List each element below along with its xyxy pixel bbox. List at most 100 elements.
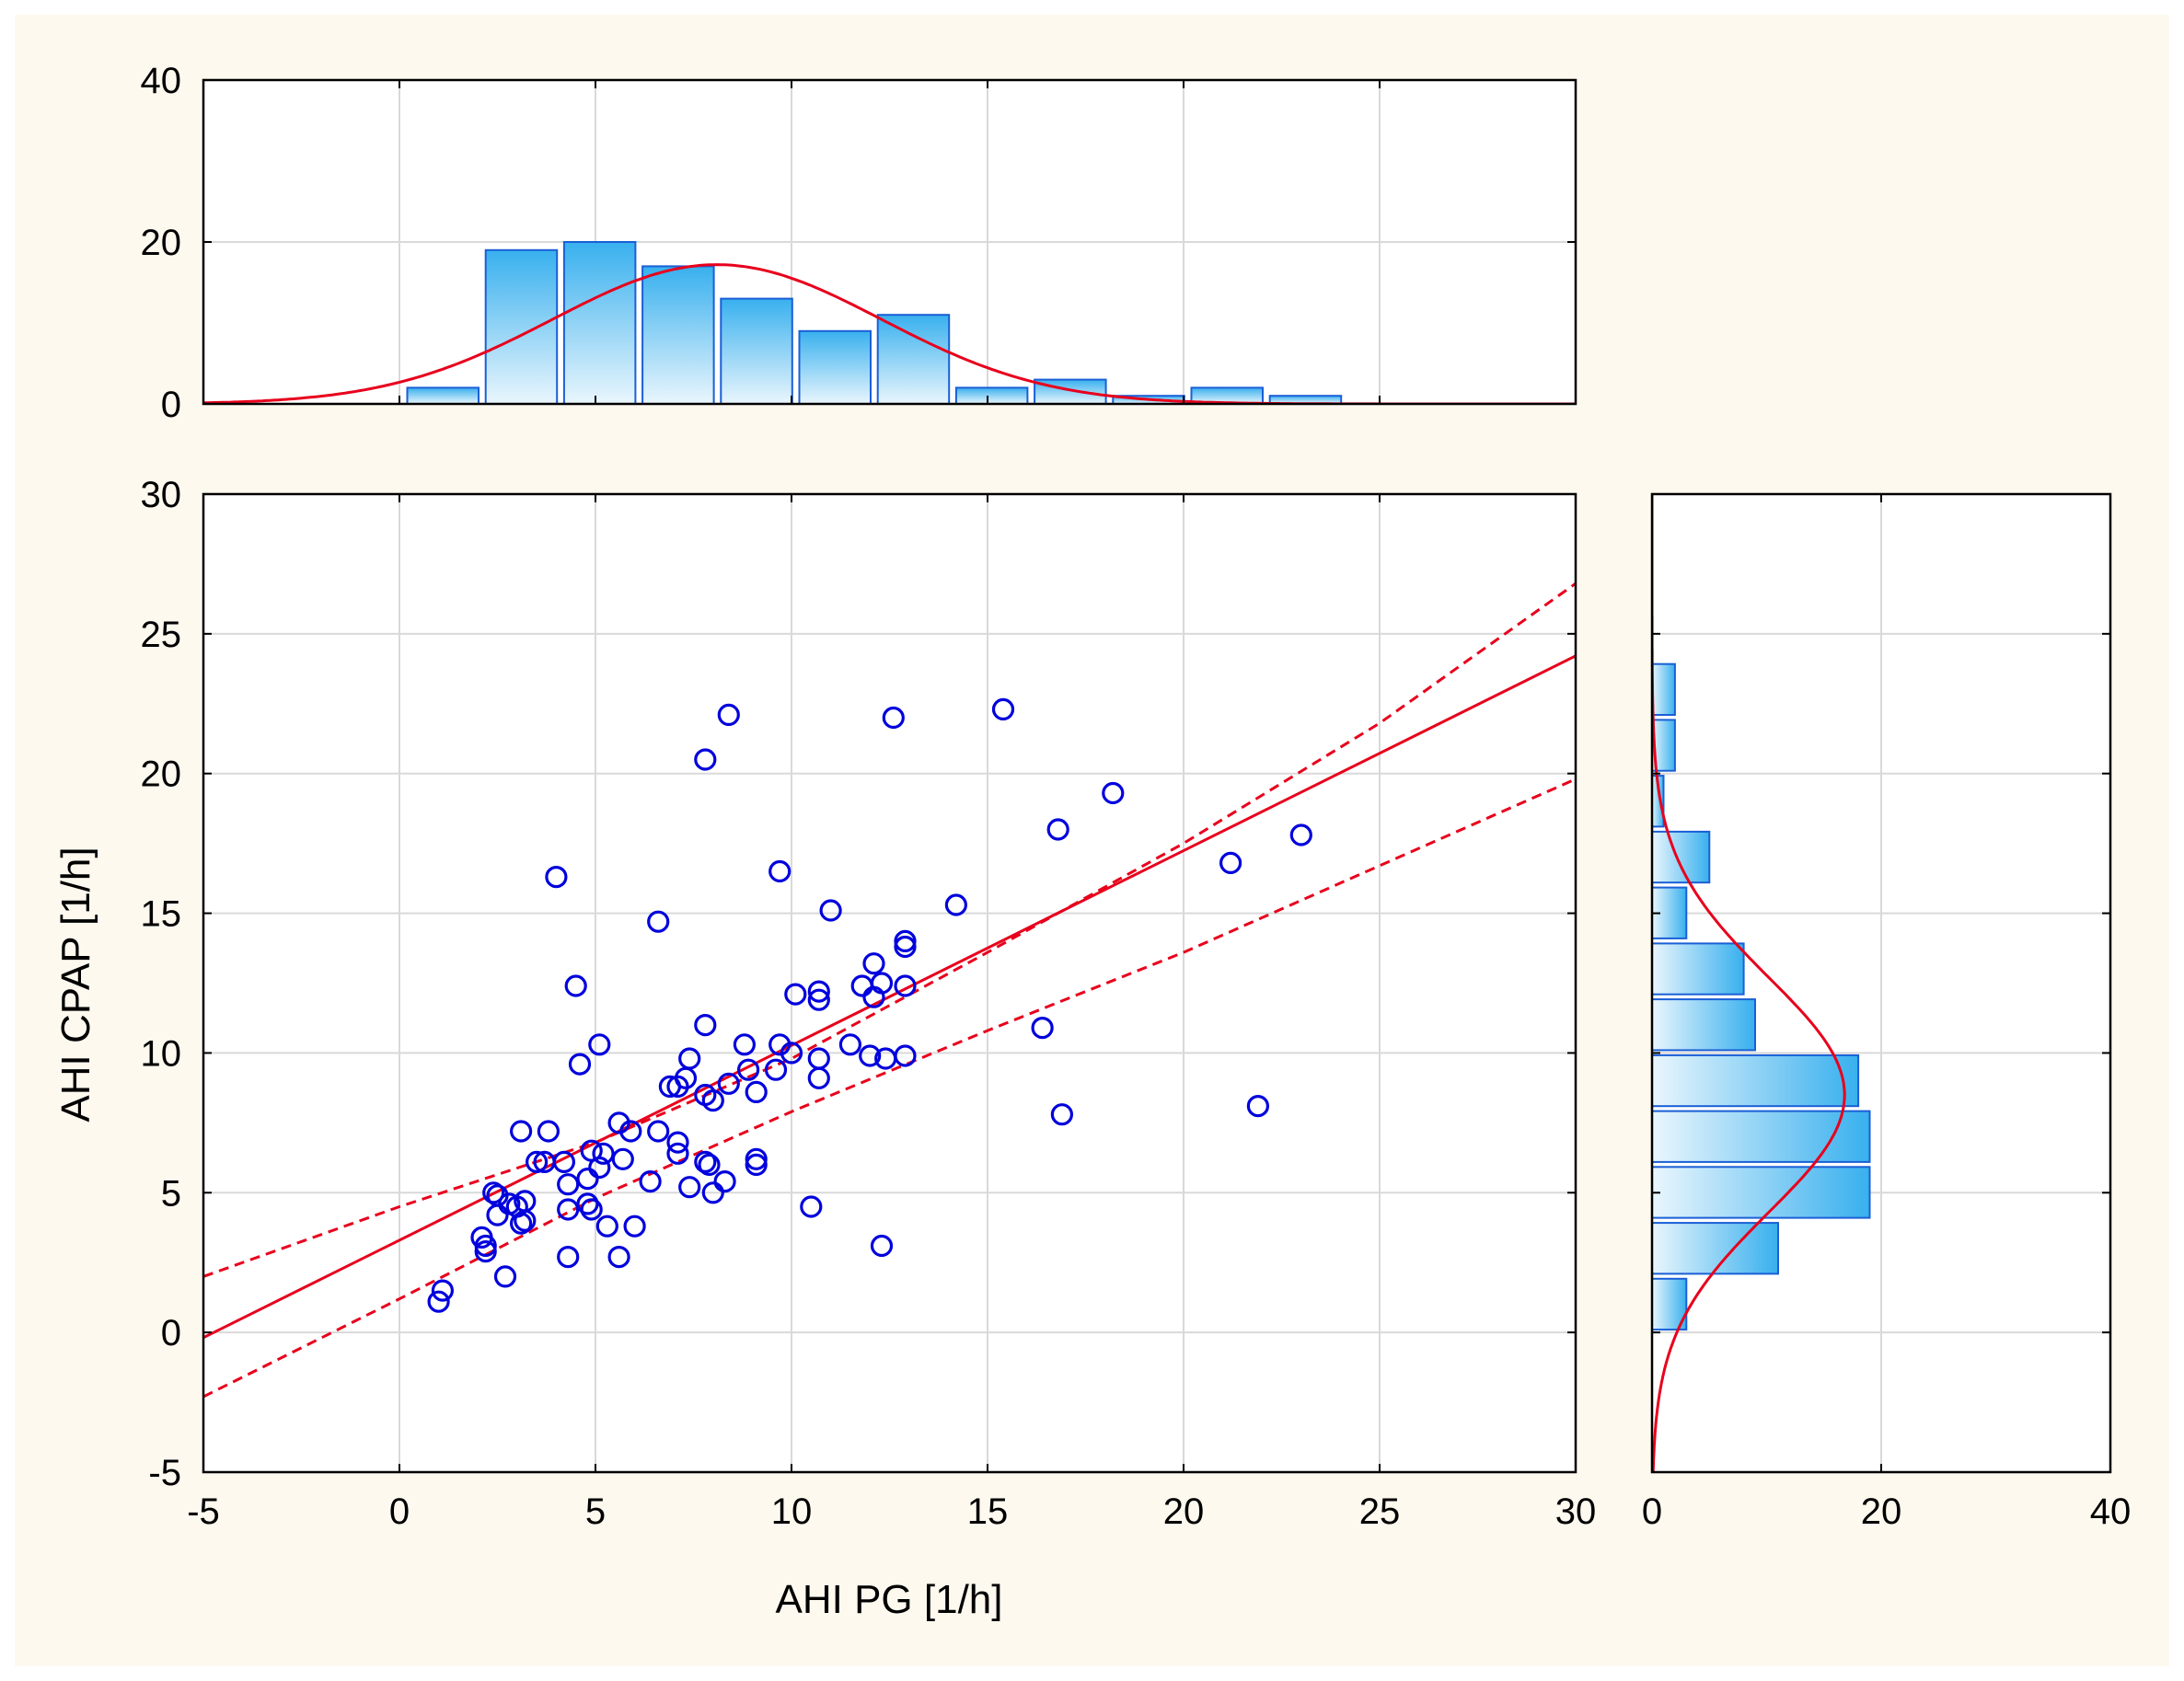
data-point (482, 1181, 505, 1204)
data-point (619, 1120, 642, 1143)
x-histogram-bar (484, 248, 559, 404)
data-point (894, 935, 917, 959)
y-tick-label: 30 (141, 475, 182, 515)
x-histogram-bar (406, 386, 480, 404)
data-point (736, 1058, 760, 1081)
data-point (894, 929, 917, 953)
data-point (701, 1181, 724, 1204)
data-point (623, 1215, 646, 1238)
data-point (780, 1042, 803, 1065)
data-point (509, 1212, 533, 1235)
data-point (474, 1234, 497, 1258)
data-point (576, 1192, 599, 1215)
scatter-points (427, 697, 1312, 1313)
x-histogram-bar (641, 265, 715, 404)
data-point (588, 1033, 611, 1056)
x-histogram-bar (1034, 378, 1107, 404)
data-point (427, 1290, 450, 1313)
data-point (509, 1120, 533, 1143)
data-point (1289, 823, 1312, 846)
data-point (557, 1173, 580, 1196)
y-histogram-bar (1652, 662, 1676, 717)
data-point (576, 1167, 599, 1191)
data-point (1046, 818, 1069, 841)
data-point (838, 1033, 862, 1056)
data-point (717, 703, 740, 727)
data-point (568, 1053, 592, 1076)
y-tick-label: 0 (161, 1313, 181, 1353)
data-point (694, 748, 717, 771)
y-histogram-bar (1652, 830, 1711, 884)
data-point (557, 1198, 580, 1221)
data-point (564, 974, 587, 997)
regression-line (203, 654, 1576, 1340)
data-point (607, 1245, 630, 1269)
y-histogram-bar (1652, 1166, 1871, 1219)
y-histogram-bar (1652, 1222, 1779, 1275)
x-histogram-panel: 0 20 40 (141, 61, 1577, 425)
data-point (545, 865, 568, 889)
data-point (1219, 851, 1242, 875)
x-axis-label: AHI PG [1/h] (776, 1577, 1003, 1622)
data-point (882, 706, 905, 730)
x-histogram-bar (954, 386, 1029, 404)
data-point (595, 1215, 618, 1238)
data-point (678, 1047, 701, 1070)
data-point (647, 1120, 670, 1143)
data-point (588, 1156, 611, 1180)
y-histogram-tick-label: 20 (1861, 1491, 1902, 1532)
y-tick-label: 15 (141, 894, 182, 935)
x-histogram-tick-label: 0 (161, 385, 181, 425)
scatter-grid (203, 494, 1576, 1472)
data-point (552, 1150, 576, 1174)
data-point (557, 1245, 580, 1269)
data-point (870, 972, 894, 995)
data-point (698, 1153, 721, 1177)
data-point (807, 980, 830, 1003)
y-histogram-bar (1652, 1110, 1871, 1163)
data-point (647, 910, 670, 933)
x-tick-label: 30 (1555, 1491, 1597, 1532)
data-point (1031, 1016, 1054, 1040)
y-histogram-bar (1652, 998, 1756, 1052)
y-tick-label: 10 (141, 1033, 182, 1074)
data-point (859, 1044, 882, 1067)
data-point (486, 1203, 509, 1226)
data-point (807, 988, 830, 1011)
y-tick-label: 20 (141, 754, 182, 795)
data-point (800, 1195, 823, 1218)
scatter-panel: -5 0 5 10 15 20 25 30 -5 0 5 10 15 20 25 30 AHI PG [1/h… (53, 475, 1596, 1622)
data-point (1050, 1103, 1074, 1126)
data-point (525, 1150, 549, 1174)
x-tick-label: 10 (771, 1491, 813, 1532)
y-histogram-bar (1652, 1054, 1860, 1108)
data-point (733, 1033, 757, 1056)
confidence-band-lower (203, 777, 1576, 1399)
y-tick-label: 5 (161, 1173, 181, 1214)
data-point (745, 1080, 768, 1104)
y-histogram-axis: 0 20 40 (1642, 493, 2131, 1532)
data-point (768, 859, 792, 883)
x-histogram-bars (406, 241, 1343, 404)
x-tick-label: 25 (1359, 1491, 1401, 1532)
y-tick-label: 25 (141, 615, 182, 655)
x-histogram-bar (798, 329, 872, 404)
x-tick-label: 20 (1163, 1491, 1205, 1532)
data-point (694, 1013, 717, 1037)
data-point (666, 1131, 689, 1154)
data-point (537, 1120, 560, 1143)
data-point (894, 974, 917, 997)
y-histogram-tick-label: 0 (1642, 1491, 1662, 1532)
x-histogram-bar (562, 241, 637, 404)
y-tick-label: -5 (148, 1453, 181, 1493)
data-point (713, 1169, 736, 1193)
data-point (639, 1169, 662, 1193)
x-histogram-tick-label: 40 (141, 61, 182, 101)
data-point (431, 1279, 454, 1302)
data-point (580, 1198, 603, 1221)
regression-lines (203, 581, 1576, 1399)
x-tick-label: 5 (585, 1491, 606, 1532)
data-point (784, 983, 807, 1006)
data-point (701, 1088, 724, 1112)
